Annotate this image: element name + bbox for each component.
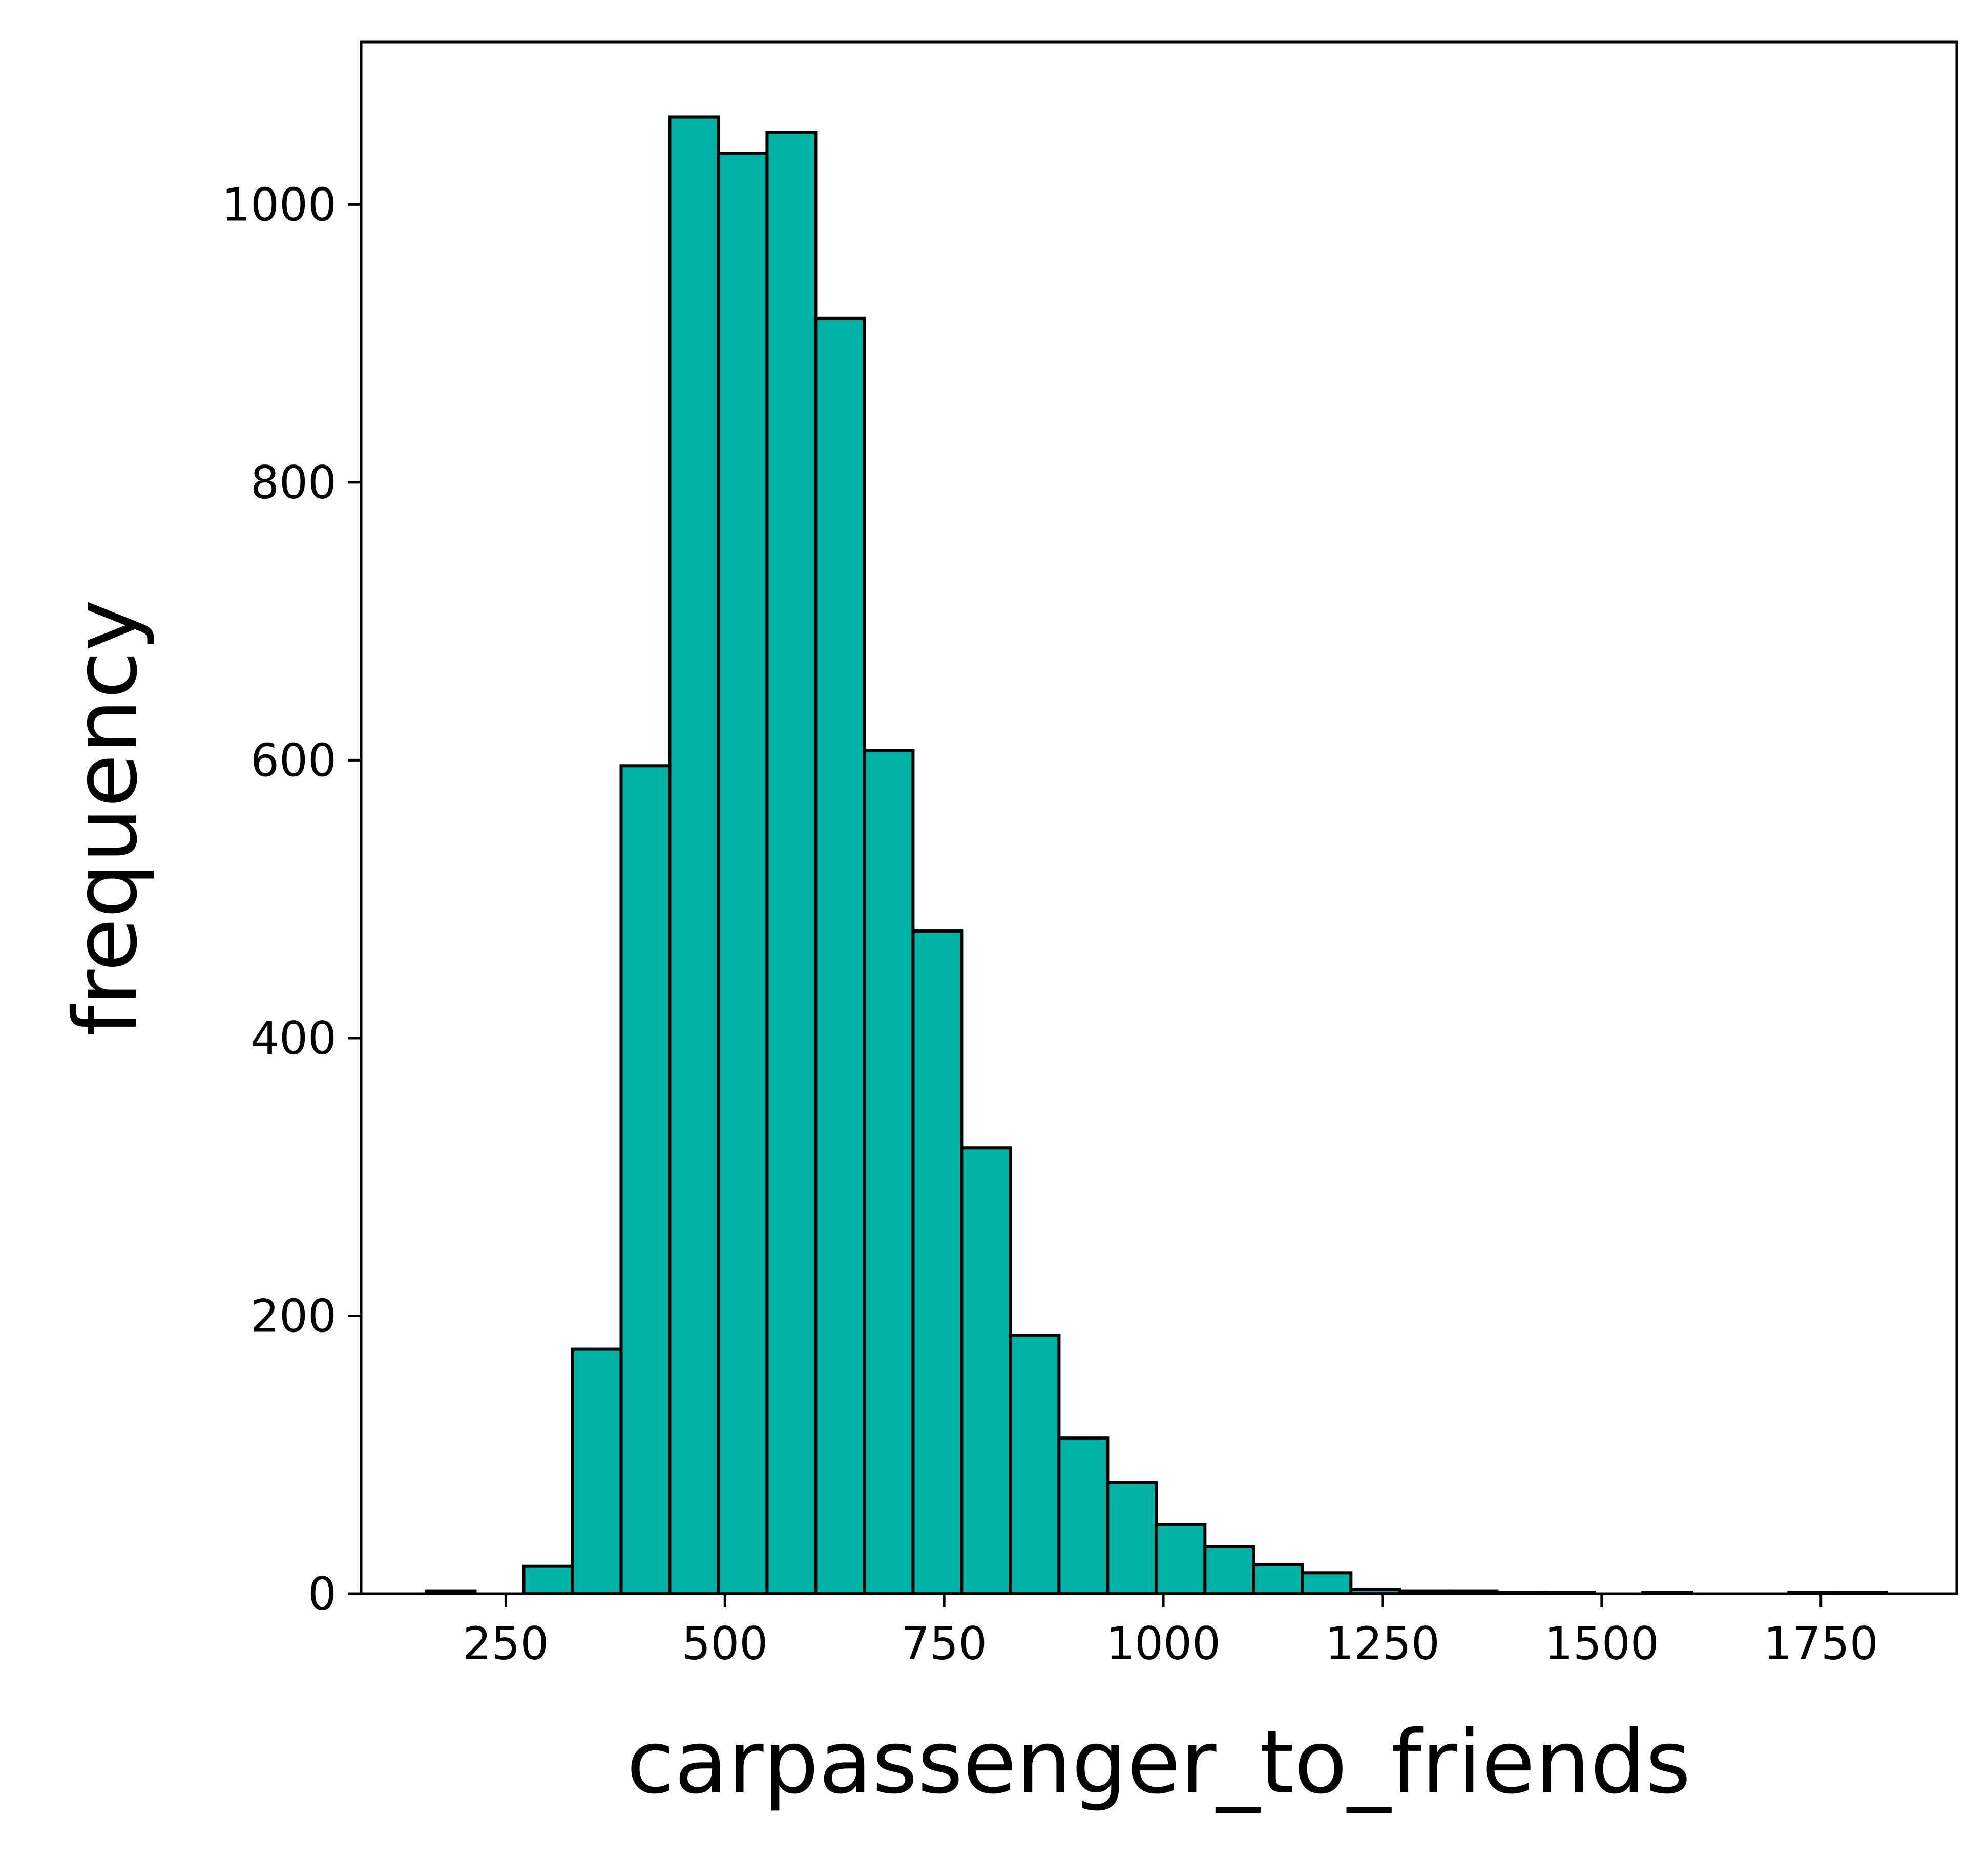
x-tick-label: 750 bbox=[901, 1617, 987, 1670]
y-tick-label: 0 bbox=[308, 1568, 337, 1620]
y-axis-ticks: 0 200 400 600 800 1000 bbox=[222, 178, 361, 1620]
histogram-bar bbox=[571, 1347, 623, 1596]
x-tick-label: 250 bbox=[463, 1617, 549, 1670]
x-tick-label: 1250 bbox=[1325, 1617, 1440, 1670]
x-tick-label: 1000 bbox=[1106, 1617, 1221, 1670]
histogram-bar bbox=[911, 929, 964, 1595]
histogram-bar bbox=[1252, 1563, 1304, 1595]
x-tick-label: 1500 bbox=[1544, 1617, 1659, 1670]
histogram-bar bbox=[668, 115, 720, 1595]
histogram-bars bbox=[425, 115, 1888, 1596]
x-tick-label: 500 bbox=[682, 1617, 768, 1670]
histogram-bar bbox=[1203, 1545, 1255, 1595]
histogram-bar bbox=[814, 316, 866, 1595]
histogram-bar bbox=[1155, 1523, 1207, 1596]
y-tick-label: 400 bbox=[250, 1012, 337, 1065]
histogram-bar bbox=[522, 1564, 574, 1596]
histogram-bar bbox=[960, 1146, 1012, 1596]
histogram-bar bbox=[863, 749, 915, 1595]
x-tick-label: 1750 bbox=[1764, 1617, 1878, 1670]
histogram-bar bbox=[619, 764, 672, 1595]
histogram-bar bbox=[1009, 1334, 1061, 1596]
x-axis-ticks: 250 500 750 1000 1250 1500 1750 bbox=[463, 1594, 1878, 1670]
histogram-bar bbox=[1301, 1571, 1353, 1595]
y-tick-label: 600 bbox=[250, 734, 337, 787]
y-tick-label: 800 bbox=[250, 456, 337, 509]
x-axis-label: carpassenger_to_friends bbox=[626, 1712, 1691, 1813]
y-axis-label: frequency bbox=[55, 600, 157, 1037]
y-tick-label: 200 bbox=[250, 1290, 337, 1342]
histogram-bar bbox=[717, 152, 769, 1596]
histogram-bar bbox=[765, 131, 818, 1595]
histogram-bar bbox=[1057, 1436, 1110, 1596]
histogram-bar bbox=[1106, 1481, 1158, 1596]
plot-frame bbox=[360, 40, 1958, 1595]
y-tick-label: 1000 bbox=[222, 178, 337, 231]
